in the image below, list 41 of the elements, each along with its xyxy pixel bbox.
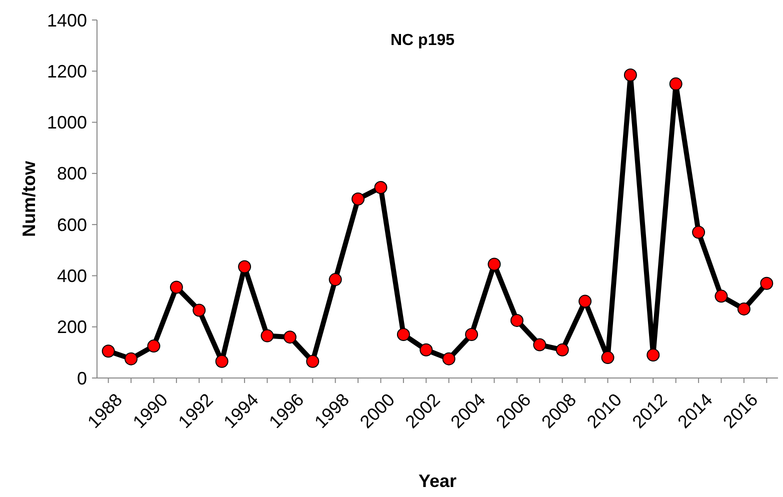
point: [624, 68, 637, 82]
point: [510, 314, 524, 327]
x-axis-title: Year: [418, 471, 457, 491]
point: [102, 344, 115, 358]
point: [396, 328, 410, 342]
point: [601, 351, 614, 364]
point: [328, 273, 342, 286]
point: [737, 302, 750, 316]
point: [578, 294, 592, 308]
y-tick-label: 400: [56, 266, 87, 286]
point: [283, 330, 296, 344]
point: [646, 348, 660, 362]
y-tick-label: 600: [56, 214, 87, 235]
y-tick-label: 200: [56, 317, 87, 338]
y-tick-label: 1000: [46, 112, 87, 133]
text: NC p195: [390, 32, 455, 49]
point: [760, 276, 774, 290]
point: [170, 280, 183, 294]
point: [192, 304, 206, 317]
point: [692, 226, 706, 239]
point: [147, 340, 160, 353]
point: [215, 354, 228, 368]
point: [714, 290, 728, 303]
y-tick-label: 1200: [46, 61, 87, 82]
point: [556, 343, 569, 356]
point: [488, 258, 501, 271]
point: [442, 352, 456, 366]
y-tick-label: 800: [56, 164, 87, 184]
y-axis-title: Num/tow: [19, 160, 39, 237]
point: [420, 343, 433, 356]
y-tick-label: 0: [76, 368, 87, 388]
point: [124, 352, 138, 366]
point: [260, 329, 274, 342]
point: [352, 192, 365, 206]
point: [465, 328, 478, 342]
point: [669, 77, 682, 90]
point: [374, 180, 388, 194]
point: [533, 338, 546, 352]
point: [306, 354, 320, 368]
y-tick-label: 1400: [46, 10, 87, 30]
point: [238, 260, 252, 274]
